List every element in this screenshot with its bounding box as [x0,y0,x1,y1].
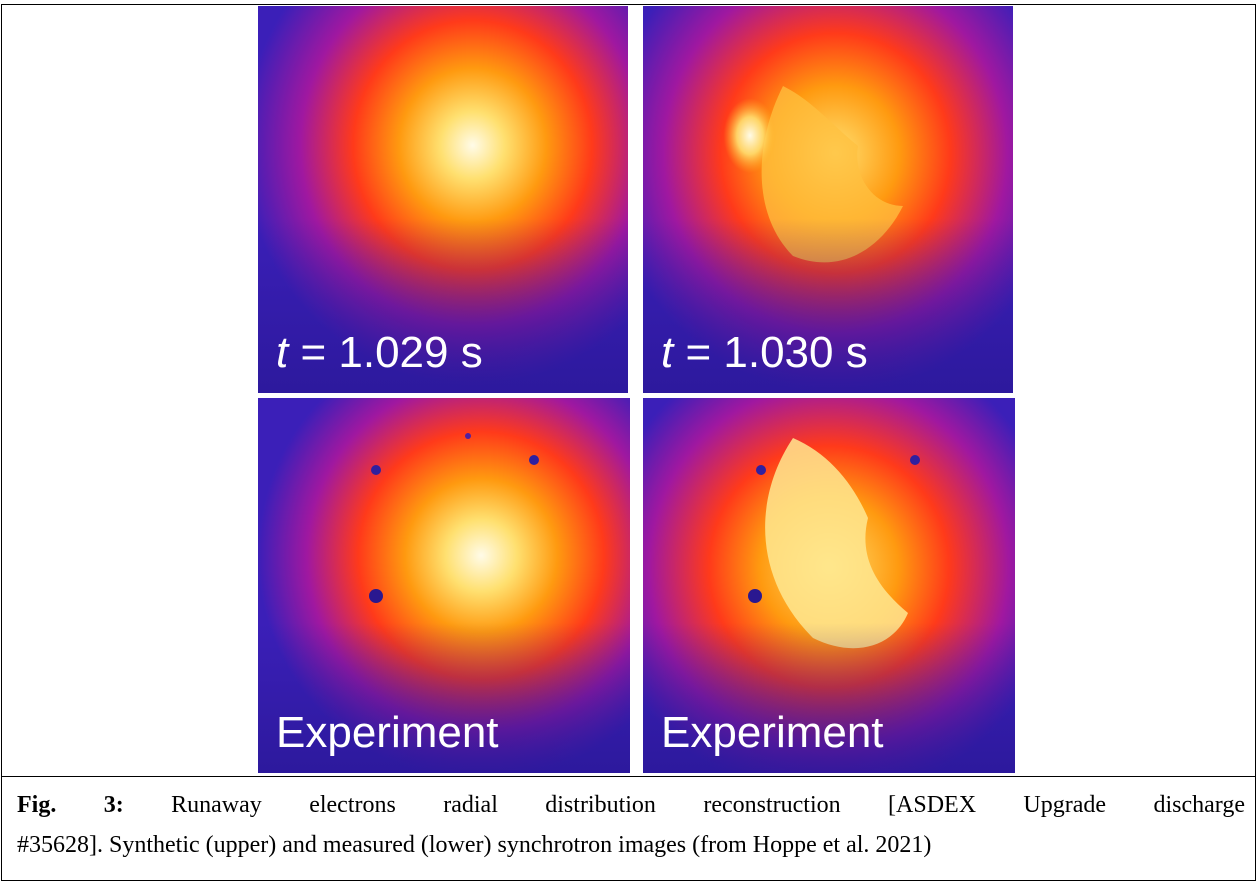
experiment-heatmap-left [258,398,630,773]
figure-caption: Fig. 3: Runaway electrons radial distrib… [17,785,1245,865]
experiment-image-left: Experiment [258,398,630,773]
caption-text-1: Runaway electrons radial distribution re… [123,792,1245,818]
panel-label-experiment: Experiment [661,708,884,757]
synthetic-heatmap-t1029 [258,6,628,393]
synthetic-image-t1029: t = 1.029 s [258,6,628,393]
time-value: = 1.029 s [288,328,483,377]
synthetic-image-t1030: t = 1.030 s [643,6,1013,393]
time-variable: t [661,328,674,377]
caption-prefix: Fig. 3: [17,792,124,818]
panel-label-experiment: Experiment [276,708,499,757]
experiment-image-right: Experiment [643,398,1015,773]
experiment-heatmap-right [643,398,1015,773]
time-value: = 1.030 s [673,328,868,377]
panel-label-time: t = 1.030 s [661,331,868,375]
caption-line-2: #35628]. Synthetic (upper) and measured … [17,832,932,858]
synthetic-heatmap-t1030 [643,6,1013,393]
time-variable: t [276,328,289,377]
caption-line-1: Fig. 3: Runaway electrons radial distrib… [17,785,1245,825]
figure-box: t = 1.029 s [1,4,1256,881]
panel-label-time: t = 1.029 s [276,331,483,375]
caption-divider [2,776,1255,777]
